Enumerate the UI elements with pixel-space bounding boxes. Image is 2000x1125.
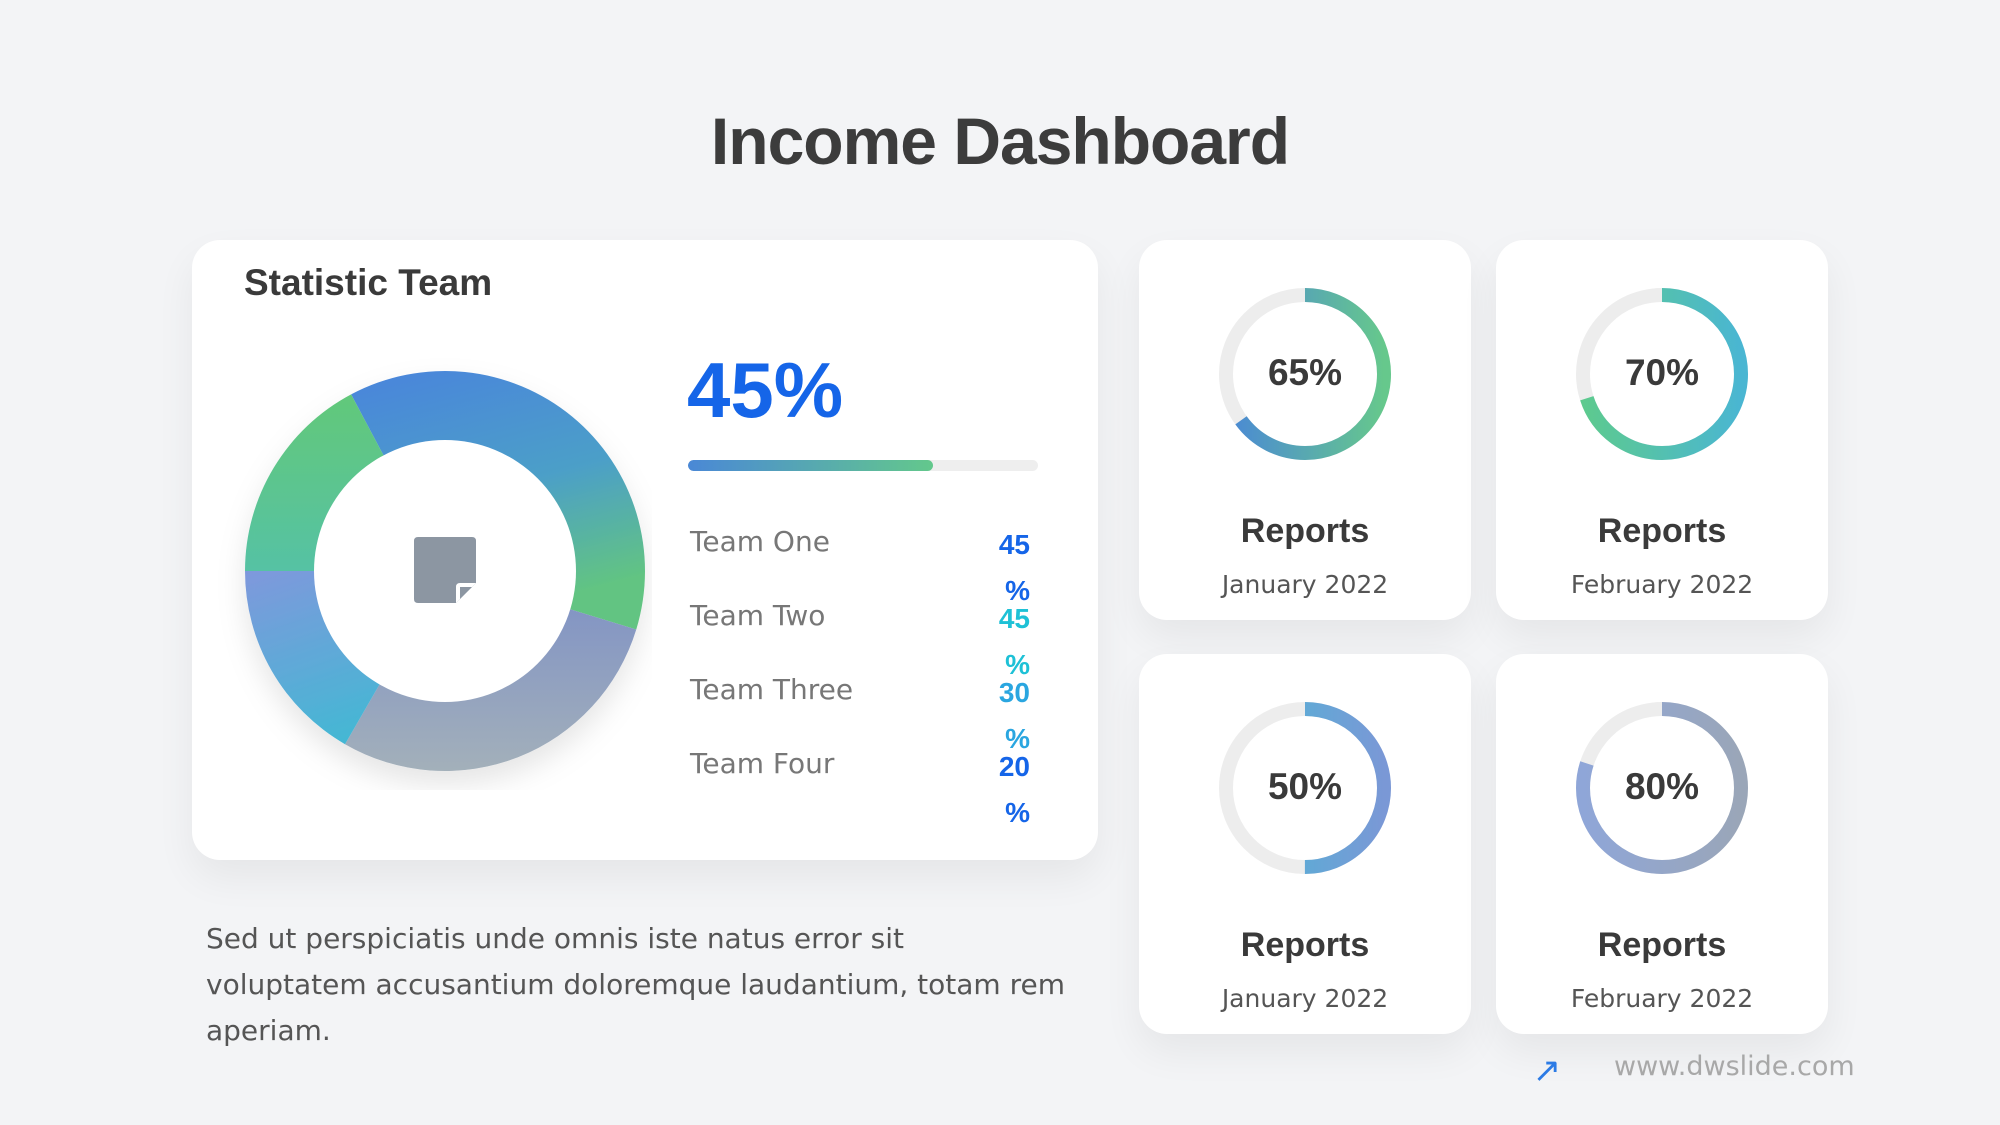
report-date: February 2022 bbox=[1570, 984, 1754, 1013]
team-three-value: 30 % bbox=[998, 677, 1030, 754]
team-one-label: Team One bbox=[690, 525, 830, 558]
team-four-value: 20 % bbox=[998, 751, 1030, 828]
statistic-team-card: Statistic Team bbox=[192, 240, 1098, 860]
arrow-up-right-icon[interactable]: ↑ bbox=[1522, 1047, 1571, 1097]
ring-progress-arc bbox=[1219, 288, 1391, 460]
ring-progress-arc bbox=[1576, 288, 1748, 460]
ring-progress-arc bbox=[1576, 702, 1748, 874]
footer-url-link[interactable]: www.dwslide.com bbox=[1614, 1051, 1855, 1082]
team-one-value: 45 % bbox=[998, 529, 1030, 606]
report-date: January 2022 bbox=[1221, 984, 1389, 1013]
report-percentage: 65% bbox=[1267, 352, 1343, 393]
report-card-3: 50% Reports January 2022 bbox=[1139, 654, 1471, 1034]
report-percentage: 50% bbox=[1267, 766, 1343, 807]
statistic-team-title: Statistic Team bbox=[244, 262, 493, 303]
report-ring-3 bbox=[1219, 702, 1391, 874]
report-card-4: 80% Reports February 2022 bbox=[1496, 654, 1828, 1034]
headline-progress-bar bbox=[688, 460, 1038, 471]
report-date: February 2022 bbox=[1570, 570, 1754, 599]
report-ring-4 bbox=[1576, 702, 1748, 874]
report-card-1: 65% Reports January 2022 bbox=[1139, 240, 1471, 620]
team-three-label: Team Three bbox=[690, 673, 854, 706]
team-donut-chart bbox=[192, 330, 652, 790]
report-date: January 2022 bbox=[1221, 570, 1389, 599]
report-title: Reports bbox=[1240, 512, 1370, 550]
description-text: Sed ut perspiciatis unde omnis iste natu… bbox=[206, 922, 1066, 1047]
report-percentage: 80% bbox=[1624, 766, 1700, 807]
team-four-label: Team Four bbox=[690, 747, 835, 780]
report-title: Reports bbox=[1240, 926, 1370, 964]
report-card-2: 70% Reports February 2022 bbox=[1496, 240, 1828, 620]
report-ring-1 bbox=[1219, 288, 1391, 460]
sticky-note-icon bbox=[414, 537, 476, 603]
report-ring-2 bbox=[1576, 288, 1748, 460]
report-title: Reports bbox=[1597, 926, 1727, 964]
report-title: Reports bbox=[1597, 512, 1727, 550]
team-two-label: Team Two bbox=[690, 599, 826, 632]
ring-progress-arc bbox=[1219, 702, 1391, 874]
report-percentage: 70% bbox=[1624, 352, 1700, 393]
headline-percentage: 45% bbox=[687, 346, 844, 434]
page-title: Income Dashboard bbox=[710, 104, 1290, 178]
headline-progress-fill bbox=[688, 460, 933, 471]
team-two-value: 45 % bbox=[998, 603, 1030, 680]
